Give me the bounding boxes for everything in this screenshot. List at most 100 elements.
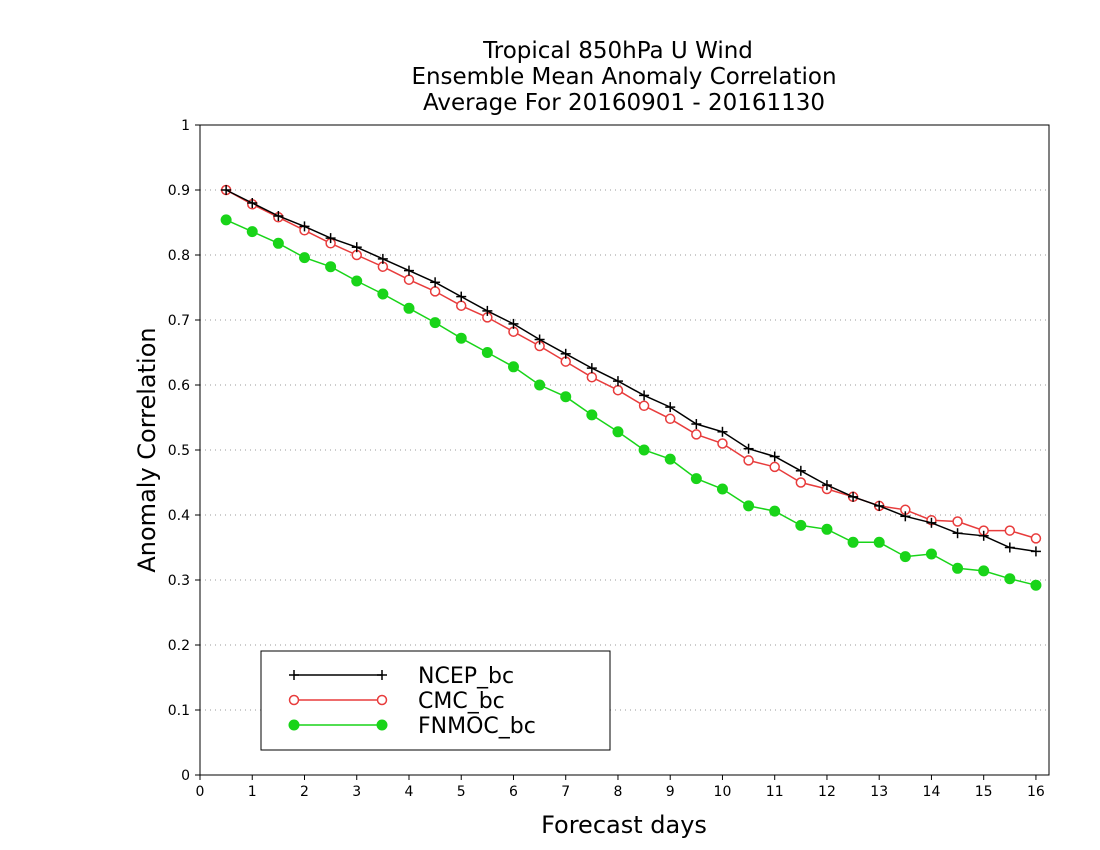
data-point-fnmoc-bc [272, 237, 284, 249]
x-tick-label: 15 [975, 784, 993, 800]
x-tick-label: 1 [248, 784, 257, 800]
data-point-ncep-bc [821, 480, 832, 491]
data-point-ncep-bc [612, 376, 623, 387]
data-point-fnmoc-bc [246, 226, 258, 238]
axis-ticks: 00.10.20.30.40.50.60.70.80.910 1 2 3 4 5 6 7 8 9 1… [168, 118, 1045, 800]
data-point-ncep-bc [403, 265, 414, 276]
data-point-fnmoc-bc [481, 347, 493, 358]
legend-marker [288, 694, 300, 706]
data-point-ncep-bc [1030, 546, 1041, 557]
data-point-fnmoc-bc [847, 536, 859, 548]
data-point-fnmoc-bc [298, 252, 310, 264]
series-line-cmc-bc [225, 189, 1037, 540]
data-point-ncep-bc [900, 511, 911, 522]
data-point-fnmoc-bc [952, 562, 964, 574]
data-point-cmc-bc [612, 384, 624, 396]
legend-item-fnmoc-bc: FNMOC_bc [288, 714, 536, 739]
x-tick-label: 16 [1027, 784, 1045, 800]
data-point-fnmoc-bc [769, 505, 781, 517]
chart-title-line-2: Ensemble Mean Anomaly Correlation [411, 64, 836, 90]
x-tick-label: 11 [766, 784, 784, 800]
data-point-ncep-bc [639, 390, 650, 401]
x-tick-label: 2 [300, 784, 309, 800]
x-tick-label: 3 [352, 784, 361, 800]
data-point-fnmoc-bc [743, 500, 755, 512]
data-point-fnmoc-bc [612, 426, 624, 438]
data-point-fnmoc-bc [220, 214, 232, 226]
data-point-ncep-bc [560, 348, 571, 359]
data-point-ncep-bc [325, 233, 336, 244]
data-point-ncep-bc [1004, 542, 1015, 553]
chart-title-line-3: Average For 20160901 - 20161130 [423, 90, 825, 116]
y-tick-label: 0.1 [168, 703, 190, 719]
data-point-fnmoc-bc [873, 536, 885, 548]
data-point-cmc-bc [586, 371, 598, 383]
data-point-cmc-bc [638, 400, 650, 412]
data-point-cmc-bc [664, 413, 676, 425]
y-tick-label: 0.9 [168, 183, 190, 199]
data-point-fnmoc-bc [978, 565, 990, 577]
data-point-cmc-bc [455, 300, 467, 311]
data-point-fnmoc-bc [638, 444, 650, 456]
x-tick-label: 10 [714, 784, 732, 800]
legend-marker [376, 694, 388, 706]
data-point-ncep-bc [247, 198, 258, 208]
data-point-fnmoc-bc [795, 519, 807, 531]
y-tick-label: 1 [181, 118, 190, 134]
data-point-fnmoc-bc [925, 548, 937, 560]
data-point-cmc-bc [743, 455, 754, 466]
x-tick-label: 0 [196, 784, 205, 800]
x-tick-label: 12 [818, 784, 836, 800]
data-point-ncep-bc [665, 402, 676, 413]
data-point-fnmoc-bc [716, 483, 728, 495]
x-tick-label: 5 [457, 784, 466, 800]
x-tick-label: 4 [405, 784, 414, 800]
data-point-ncep-bc [978, 530, 989, 541]
data-point-cmc-bc [952, 516, 963, 527]
data-point-ncep-bc [351, 242, 362, 253]
series-layer [220, 184, 1042, 591]
data-point-ncep-bc [874, 500, 885, 511]
data-point-ncep-bc [456, 291, 467, 302]
data-point-ncep-bc [743, 443, 754, 454]
data-point-fnmoc-bc [1004, 573, 1016, 585]
y-tick-label: 0.8 [168, 248, 190, 264]
data-point-fnmoc-bc [534, 379, 546, 391]
data-point-ncep-bc [952, 528, 963, 539]
y-tick-label: 0.6 [168, 378, 190, 394]
legend-label: FNMOC_bc [418, 714, 536, 739]
data-point-cmc-bc [717, 438, 728, 449]
data-point-fnmoc-bc [429, 317, 441, 329]
data-point-ncep-bc [717, 426, 728, 437]
y-tick-label: 0.5 [168, 443, 190, 459]
legend-label: CMC_bc [418, 689, 505, 714]
data-point-ncep-bc [482, 305, 493, 316]
x-tick-label: 13 [870, 784, 888, 800]
chart-title-line-1: Tropical 850hPa U Wind [482, 38, 753, 64]
x-tick-label: 8 [614, 784, 623, 800]
data-point-fnmoc-bc [1030, 579, 1042, 591]
data-point-fnmoc-bc [586, 409, 598, 421]
series-ncep-bc [221, 185, 1041, 557]
data-point-ncep-bc [586, 363, 597, 374]
x-axis-label: Forecast days [541, 811, 707, 839]
data-point-fnmoc-bc [899, 551, 911, 563]
data-point-ncep-bc [299, 221, 310, 232]
data-point-cmc-bc [1004, 525, 1016, 536]
data-point-cmc-bc [769, 461, 780, 473]
data-point-fnmoc-bc [377, 288, 389, 300]
legend-label: NCEP_bc [418, 664, 514, 689]
data-point-cmc-bc [429, 286, 441, 297]
legend-marker [376, 719, 388, 731]
y-axis-label: Anomaly Correlation [133, 327, 161, 572]
legend-marker [289, 670, 299, 680]
data-point-ncep-bc [221, 185, 232, 195]
data-point-ncep-bc [848, 491, 859, 502]
legend-item-ncep-bc: NCEP_bc [289, 664, 514, 689]
data-point-ncep-bc [691, 419, 702, 429]
data-point-fnmoc-bc [664, 453, 676, 465]
y-tick-label: 0.3 [168, 573, 190, 589]
data-point-ncep-bc [534, 334, 545, 345]
